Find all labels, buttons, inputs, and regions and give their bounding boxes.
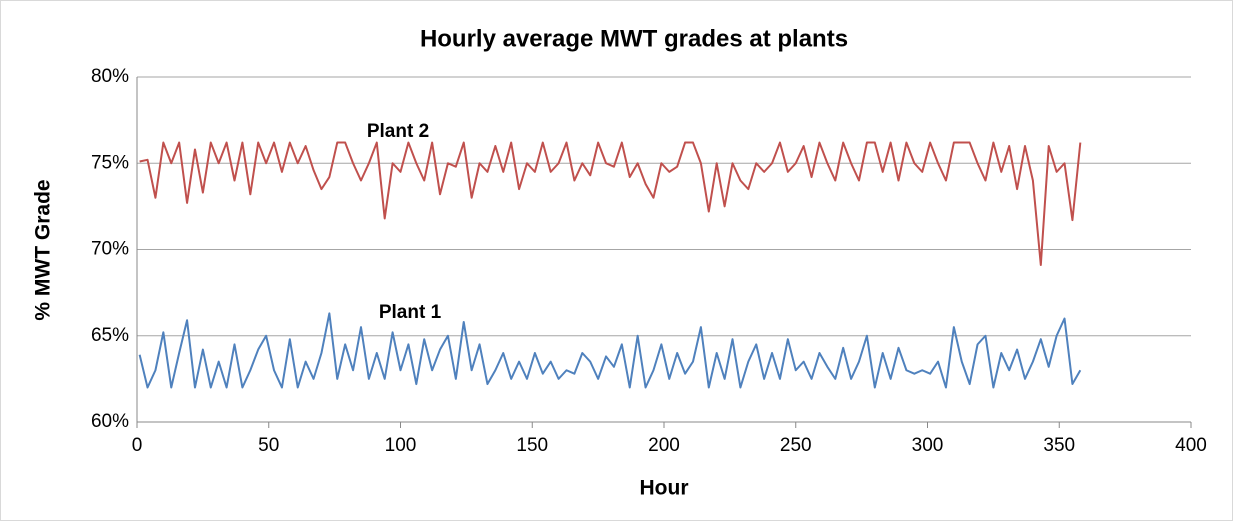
y-axis-label: % MWT Grade xyxy=(32,179,55,320)
x-tick-label: 150 xyxy=(516,435,548,456)
y-tick-label: 70% xyxy=(91,239,129,260)
y-tick-label: 75% xyxy=(91,152,129,173)
x-tick-label: 100 xyxy=(385,435,417,456)
y-tick-label: 80% xyxy=(91,66,129,87)
series-label: Plant 2 xyxy=(367,121,429,142)
x-axis-label: Hour xyxy=(640,477,689,500)
series-line xyxy=(138,312,1082,389)
x-tick-label: 50 xyxy=(258,435,279,456)
x-tick-label: 400 xyxy=(1175,435,1207,456)
x-tick-label: 200 xyxy=(648,435,680,456)
x-tick-label: 350 xyxy=(1043,435,1075,456)
y-tick-label: 60% xyxy=(91,411,129,432)
chart-title: Hourly average MWT grades at plants xyxy=(420,25,848,52)
series-line xyxy=(139,141,1082,267)
x-tick-label: 250 xyxy=(780,435,812,456)
series-label: Plant 1 xyxy=(379,302,442,323)
y-tick-label: 65% xyxy=(91,325,129,346)
x-tick-label: 300 xyxy=(912,435,944,456)
x-tick-label: 0 xyxy=(132,435,143,456)
